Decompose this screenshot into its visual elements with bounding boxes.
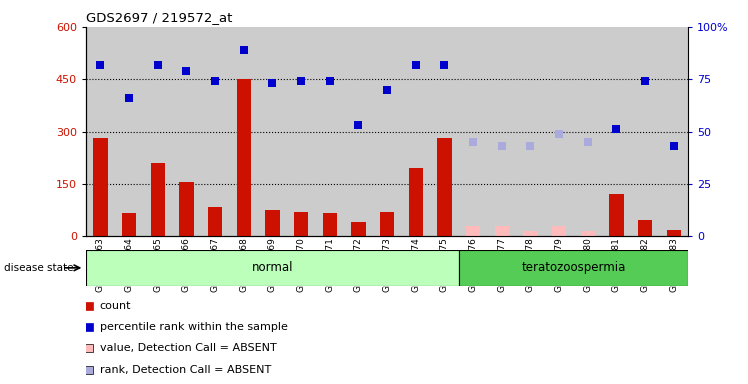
Bar: [172, 27, 200, 236]
Text: count: count: [99, 301, 131, 311]
Bar: [488, 27, 516, 236]
Bar: [294, 212, 308, 236]
Bar: [430, 27, 459, 236]
Bar: [86, 27, 114, 236]
Text: percentile rank within the sample: percentile rank within the sample: [99, 322, 287, 333]
Bar: [322, 214, 337, 236]
Bar: [402, 27, 430, 236]
Text: rank, Detection Call = ABSENT: rank, Detection Call = ABSENT: [99, 364, 271, 375]
Bar: [344, 27, 373, 236]
Bar: [380, 212, 394, 236]
Bar: [466, 226, 480, 236]
Text: disease state: disease state: [4, 263, 73, 273]
Bar: [144, 27, 172, 236]
Bar: [180, 182, 194, 236]
Bar: [114, 27, 144, 236]
Bar: [660, 27, 688, 236]
Bar: [438, 139, 452, 236]
Bar: [638, 220, 652, 236]
Text: value, Detection Call = ABSENT: value, Detection Call = ABSENT: [99, 343, 277, 354]
Bar: [602, 27, 631, 236]
Bar: [580, 231, 595, 236]
Bar: [266, 210, 280, 236]
Text: GDS2697 / 219572_at: GDS2697 / 219572_at: [86, 11, 233, 24]
Text: normal: normal: [251, 262, 293, 274]
Bar: [86, 250, 459, 286]
Bar: [516, 27, 545, 236]
Bar: [230, 27, 258, 236]
Bar: [286, 27, 316, 236]
Bar: [631, 27, 660, 236]
Bar: [408, 168, 423, 236]
Bar: [122, 214, 136, 236]
Bar: [574, 27, 602, 236]
Bar: [524, 231, 538, 236]
Bar: [352, 222, 366, 236]
Bar: [200, 27, 230, 236]
Bar: [208, 207, 222, 236]
Bar: [610, 194, 624, 236]
Bar: [373, 27, 402, 236]
Bar: [316, 27, 344, 236]
Bar: [545, 27, 574, 236]
Bar: [236, 79, 251, 236]
Bar: [666, 230, 681, 236]
Bar: [494, 226, 509, 236]
Text: teratozoospermia: teratozoospermia: [521, 262, 625, 274]
Bar: [94, 139, 108, 236]
Bar: [258, 27, 286, 236]
Bar: [459, 250, 688, 286]
Bar: [552, 226, 566, 236]
Bar: [150, 163, 165, 236]
Bar: [459, 27, 488, 236]
